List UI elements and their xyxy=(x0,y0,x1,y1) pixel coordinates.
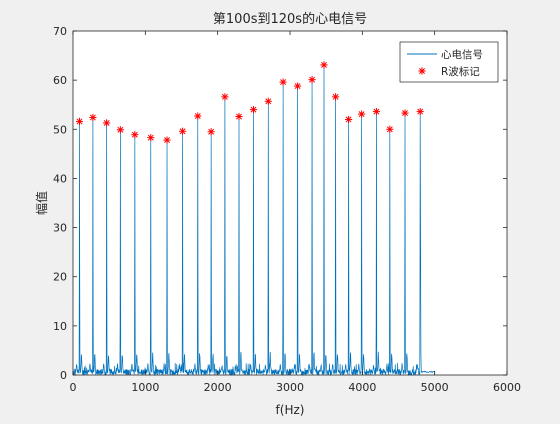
legend: 心电信号 R波标记 xyxy=(399,41,499,83)
r-wave-marker xyxy=(194,112,202,120)
y-tick-layer: 0 10 20 30 40 50 60 70 xyxy=(53,25,507,382)
y-tick-label: 0 xyxy=(60,369,67,382)
r-wave-marker xyxy=(293,82,302,90)
r-wave-marker xyxy=(235,112,243,121)
y-tick-label: 10 xyxy=(53,320,67,333)
r-wave-marker xyxy=(401,109,409,117)
r-wave-marker xyxy=(249,106,258,114)
x-tick-label: 6000 xyxy=(493,381,521,394)
x-tick-label: 4000 xyxy=(348,381,376,394)
r-wave-marker-layer xyxy=(75,61,424,144)
y-tick-label: 20 xyxy=(53,271,67,284)
r-wave-marker xyxy=(103,119,111,127)
r-wave-marker xyxy=(131,131,139,139)
x-tick-label: 5000 xyxy=(421,381,449,394)
x-tick-label: 3000 xyxy=(276,381,304,394)
r-wave-marker xyxy=(221,93,229,101)
x-axis-label: f(Hz) xyxy=(276,403,305,417)
r-wave-marker xyxy=(331,93,340,101)
r-wave-marker xyxy=(372,107,381,116)
plot-area xyxy=(73,31,507,375)
legend-signal-label: 心电信号 xyxy=(441,48,483,61)
y-axis-label: 幅值 xyxy=(34,191,49,215)
y-tick-label: 70 xyxy=(53,25,67,38)
r-wave-marker xyxy=(89,113,97,122)
r-wave-marker xyxy=(163,136,171,144)
r-wave-marker xyxy=(279,78,287,86)
r-wave-marker xyxy=(116,126,124,134)
r-wave-marker xyxy=(416,107,424,116)
r-wave-marker xyxy=(344,115,353,124)
chart-title: 第100s到120s的心电信号 xyxy=(213,11,367,27)
r-wave-marker xyxy=(358,110,366,118)
legend-marker-label: R波标记 xyxy=(441,65,480,78)
r-wave-marker xyxy=(320,61,328,69)
r-wave-marker xyxy=(308,76,316,84)
r-wave-marker xyxy=(178,127,187,135)
legend-box xyxy=(399,41,499,83)
r-wave-marker xyxy=(207,128,215,136)
legend-marker-swatch xyxy=(418,67,426,75)
y-tick-label: 30 xyxy=(53,222,67,235)
x-tick-label: 2000 xyxy=(204,381,232,394)
x-tick-label: 1000 xyxy=(131,381,159,394)
r-wave-marker xyxy=(147,134,155,142)
y-tick-label: 50 xyxy=(53,123,67,136)
r-wave-marker xyxy=(386,125,394,133)
ecg-signal-line xyxy=(72,64,436,377)
y-tick-label: 40 xyxy=(53,172,67,185)
ecg-signal-layer xyxy=(72,64,436,377)
legend-marker-asterisk xyxy=(418,67,426,75)
r-wave-marker xyxy=(75,117,84,126)
y-tick-label: 60 xyxy=(53,74,67,87)
x-tick-layer: 0 1000 2000 3000 4000 5000 6000 xyxy=(70,31,521,394)
x-tick-label: 0 xyxy=(70,381,77,394)
r-wave-marker xyxy=(264,97,272,105)
